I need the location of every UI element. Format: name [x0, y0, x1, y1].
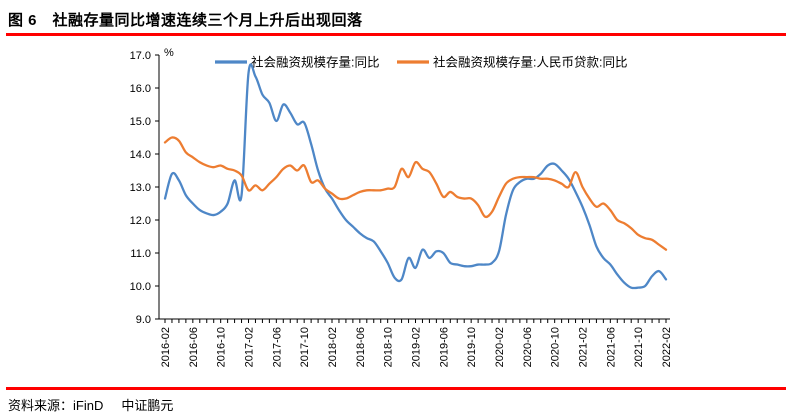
x-tick-label: 2019-06 [438, 327, 450, 367]
y-tick-label: 11.0 [130, 248, 151, 260]
y-tick-label: 9.0 [136, 314, 151, 326]
x-tick-label: 2019-02 [411, 327, 423, 367]
y-tick-label: 16.0 [130, 83, 151, 95]
chart-svg: 9.0 10.0 11.0 12.0 13.0 14.0 15.0 16.0 17.0 % 2016… [130, 47, 673, 367]
top-red-rule [6, 33, 786, 36]
figure-title: 图 6 社融存量同比增速连续三个月上升后出现回落 [8, 12, 363, 29]
x-tick-label: 2018-10 [383, 327, 395, 367]
y-tick-label: 13.0 [130, 182, 151, 194]
series-line-2 [163, 136, 668, 251]
y-tick-label: 14.0 [130, 149, 151, 161]
legend-label-1: 社会融资规模存量:同比 [251, 55, 379, 70]
x-tick-label: 2018-06 [355, 327, 367, 367]
x-tick-label: 2020-06 [522, 327, 534, 367]
x-tick-label: 2019-10 [466, 327, 478, 367]
x-tick-label: 2021-02 [578, 327, 590, 367]
y-tick-label: 10.0 [130, 281, 151, 293]
x-tick-label: 2016-06 [188, 327, 200, 367]
x-tick-label: 2020-02 [494, 327, 506, 367]
y-axis-unit-label: % [164, 47, 174, 59]
y-tick-label: 12.0 [130, 215, 151, 227]
brand-label: 中证鹏元 [121, 398, 174, 413]
x-tick-label: 2017-06 [271, 327, 283, 367]
legend-label-2: 社会融资规模存量:人民币贷款:同比 [433, 55, 627, 70]
x-tick-label: 2016-10 [216, 327, 228, 367]
x-tick-label: 2018-02 [327, 327, 339, 367]
x-tick-label: 2020-10 [550, 327, 562, 367]
source-label: 资料来源：iFinD [8, 398, 104, 413]
bottom-red-rule [6, 387, 786, 390]
source-note: 资料来源：iFinD 中证鹏元 [8, 395, 173, 414]
series-line-1 [163, 63, 668, 290]
chart-area: 9.0 10.0 11.0 12.0 13.0 14.0 15.0 16.0 17.0% 2016… [0, 40, 792, 388]
x-tick-label: 2021-06 [605, 327, 617, 367]
x-tick-label: 2021-10 [633, 327, 645, 367]
x-tick-label: 2017-02 [244, 327, 256, 367]
y-tick-label: 17.0 [130, 50, 151, 62]
x-tick-label: 2017-10 [299, 327, 311, 367]
x-tick-label: 2022-02 [661, 327, 673, 367]
y-tick-label: 15.0 [130, 116, 151, 128]
x-tick-label: 2016-02 [160, 327, 172, 367]
